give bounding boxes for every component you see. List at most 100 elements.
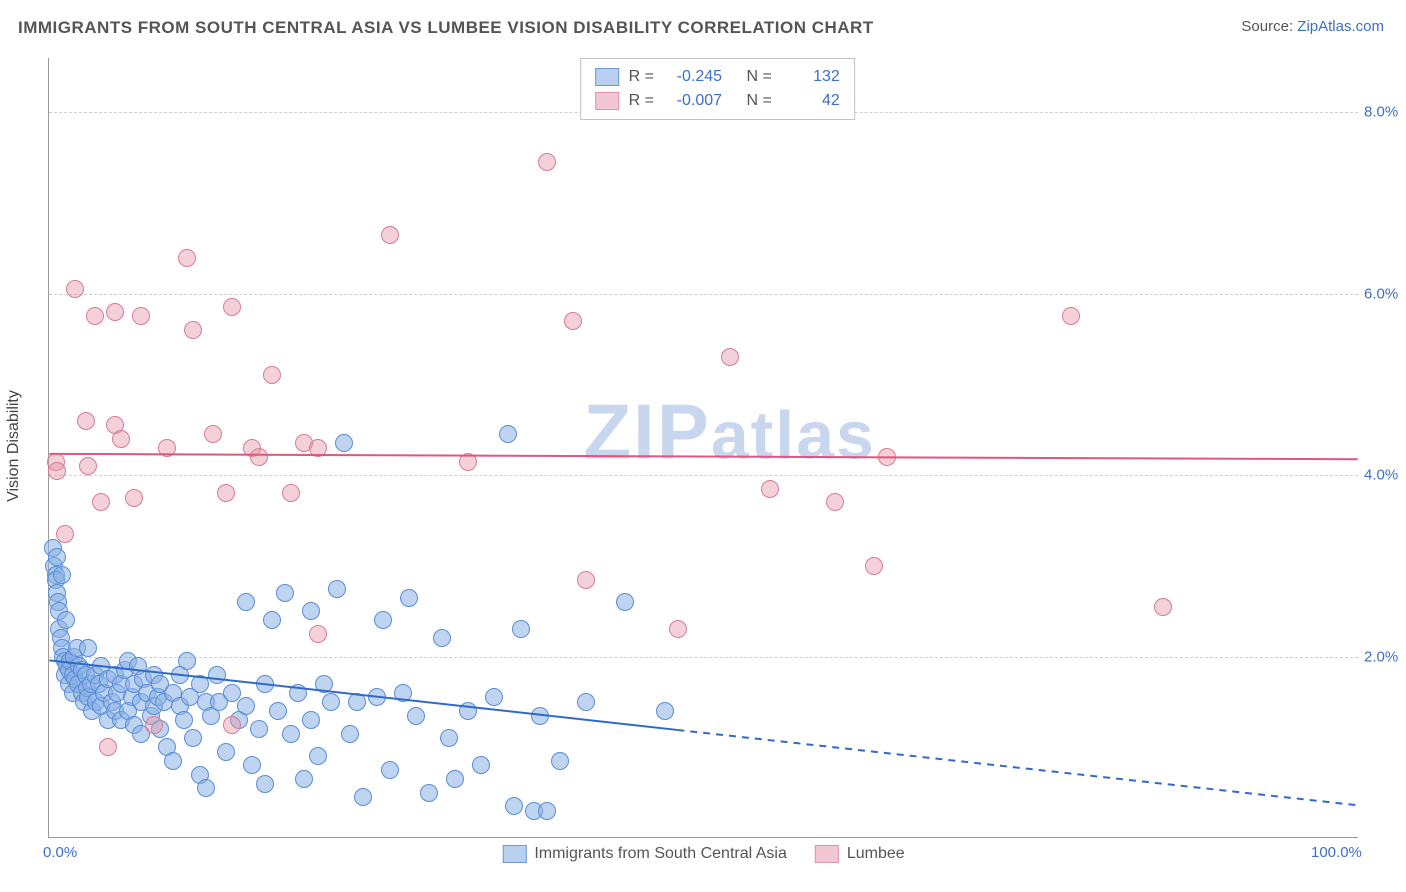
r-value-2: -0.007: [664, 89, 722, 113]
data-point: [322, 693, 340, 711]
n-label: N =: [746, 89, 771, 113]
data-point: [564, 312, 582, 330]
data-point: [263, 611, 281, 629]
data-point: [184, 321, 202, 339]
data-point: [48, 462, 66, 480]
data-point: [1154, 598, 1172, 616]
data-point: [48, 548, 66, 566]
data-point: [374, 611, 392, 629]
data-point: [485, 688, 503, 706]
data-point: [440, 729, 458, 747]
swatch-series-1: [595, 68, 619, 86]
r-label: R =: [629, 65, 654, 89]
data-point: [256, 775, 274, 793]
data-point: [577, 693, 595, 711]
y-tick-label: 8.0%: [1364, 104, 1406, 121]
data-point: [145, 716, 163, 734]
data-point: [302, 602, 320, 620]
data-point: [269, 702, 287, 720]
series-1-name: Immigrants from South Central Asia: [534, 845, 787, 862]
data-point: [223, 298, 241, 316]
data-point: [289, 684, 307, 702]
data-point: [309, 625, 327, 643]
data-point: [132, 307, 150, 325]
data-point: [512, 620, 530, 638]
data-point: [223, 716, 241, 734]
data-point: [282, 725, 300, 743]
data-point: [276, 584, 294, 602]
data-point: [335, 434, 353, 452]
data-point: [309, 747, 327, 765]
data-point: [368, 688, 386, 706]
data-point: [309, 439, 327, 457]
data-point: [721, 348, 739, 366]
gridline: [49, 657, 1358, 658]
data-point: [57, 611, 75, 629]
data-point: [237, 697, 255, 715]
legend-series: Immigrants from South Central Asia Lumbe…: [502, 845, 904, 863]
data-point: [184, 729, 202, 747]
data-point: [86, 307, 104, 325]
data-point: [348, 693, 366, 711]
data-point: [178, 652, 196, 670]
data-point: [433, 629, 451, 647]
data-point: [328, 580, 346, 598]
data-point: [178, 249, 196, 267]
gridline: [49, 294, 1358, 295]
data-point: [446, 770, 464, 788]
data-point: [208, 666, 226, 684]
data-point: [66, 280, 84, 298]
swatch-series-2-b: [815, 845, 839, 863]
data-point: [407, 707, 425, 725]
data-point: [158, 439, 176, 457]
data-point: [77, 412, 95, 430]
y-tick-label: 6.0%: [1364, 285, 1406, 302]
data-point: [256, 675, 274, 693]
data-point: [92, 493, 110, 511]
data-point: [669, 620, 687, 638]
y-tick-label: 2.0%: [1364, 648, 1406, 665]
legend-stats-row-1: R = -0.245 N = 132: [595, 65, 840, 89]
data-point: [99, 738, 117, 756]
legend-stats: R = -0.245 N = 132 R = -0.007 N = 42: [580, 58, 855, 120]
r-label: R =: [629, 89, 654, 113]
data-point: [472, 756, 490, 774]
data-point: [538, 153, 556, 171]
data-point: [400, 589, 418, 607]
data-point: [761, 480, 779, 498]
data-point: [315, 675, 333, 693]
data-point: [538, 802, 556, 820]
data-point: [106, 303, 124, 321]
data-point: [826, 493, 844, 511]
data-point: [656, 702, 674, 720]
n-label: N =: [746, 65, 771, 89]
data-point: [531, 707, 549, 725]
data-point: [1062, 307, 1080, 325]
data-point: [878, 448, 896, 466]
swatch-series-1-b: [502, 845, 526, 863]
data-point: [551, 752, 569, 770]
data-point: [79, 457, 97, 475]
legend-item-2: Lumbee: [815, 845, 905, 863]
data-point: [263, 366, 281, 384]
data-point: [505, 797, 523, 815]
data-point: [125, 489, 143, 507]
data-point: [459, 453, 477, 471]
data-point: [237, 593, 255, 611]
swatch-series-2: [595, 92, 619, 110]
source-prefix: Source:: [1241, 18, 1297, 35]
data-point: [354, 788, 372, 806]
data-point: [381, 226, 399, 244]
gridline: [49, 475, 1358, 476]
n-value-1: 132: [782, 65, 840, 89]
data-point: [112, 430, 130, 448]
data-point: [53, 566, 71, 584]
series-2-name: Lumbee: [847, 845, 905, 862]
data-point: [499, 425, 517, 443]
data-point: [197, 779, 215, 797]
data-point: [250, 448, 268, 466]
x-tick-label: 0.0%: [43, 844, 77, 861]
legend-stats-row-2: R = -0.007 N = 42: [595, 89, 840, 113]
trend-line-dashed: [677, 730, 1357, 805]
source-link[interactable]: ZipAtlas.com: [1297, 18, 1384, 35]
